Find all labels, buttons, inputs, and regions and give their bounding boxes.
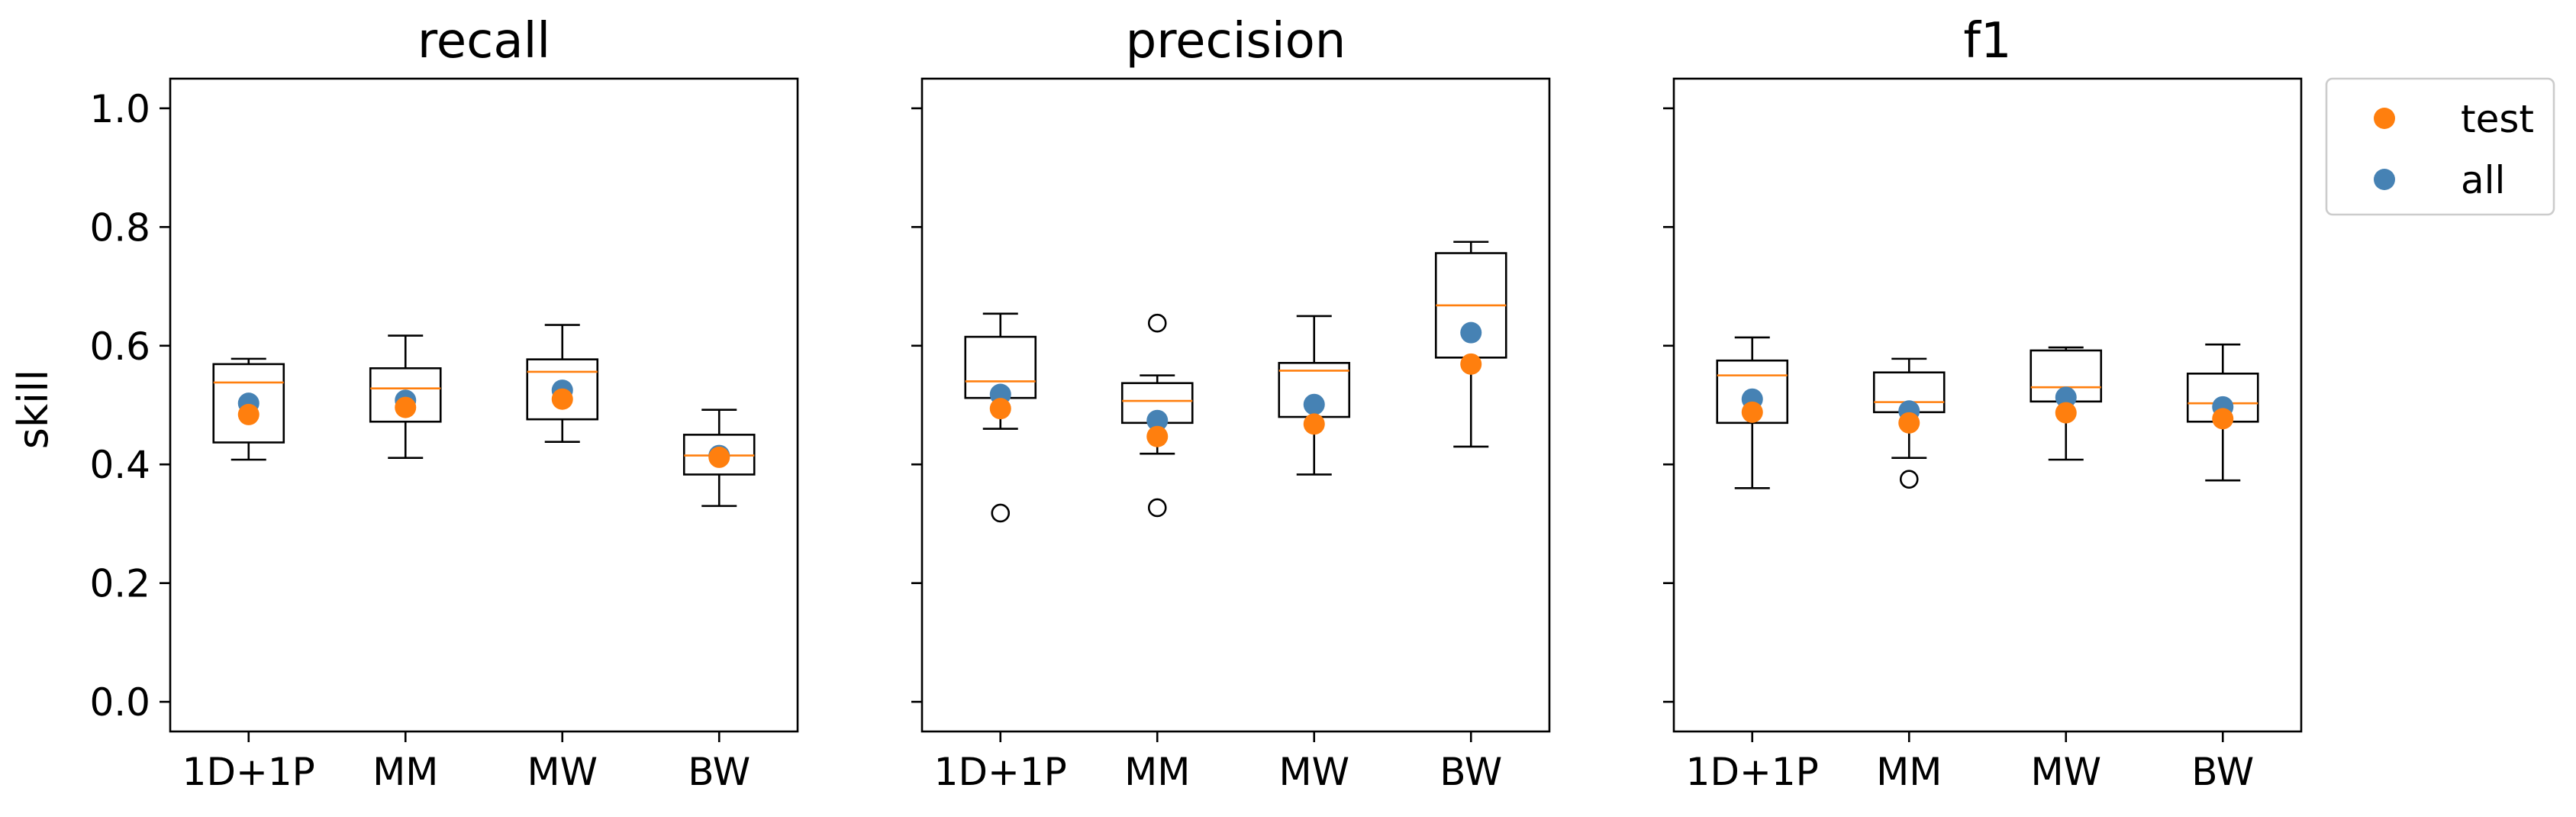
all-point (1303, 393, 1325, 415)
test-point (237, 403, 260, 425)
test-point (1146, 425, 1169, 447)
x-tick-label: MM (1124, 750, 1190, 794)
iqr-box (526, 358, 599, 421)
test-point (1741, 401, 1763, 423)
test-point (1303, 413, 1325, 435)
legend-label-test: test (2461, 97, 2534, 141)
panel-title: recall (418, 13, 550, 69)
box-BW (1434, 241, 1507, 448)
all-point (1460, 321, 1482, 344)
x-tick-label: 1D+1P (182, 750, 315, 794)
outlier-point (991, 503, 1011, 523)
y-tick-label: 1.0 (89, 87, 150, 131)
x-tick-label: BW (1440, 750, 1502, 794)
legend-marker-all (2374, 169, 2395, 190)
box-MM (369, 334, 442, 459)
panel-title: f1 (1963, 13, 2011, 69)
box-BW (682, 408, 756, 507)
axes-frame (1672, 77, 2303, 733)
x-tick-label: 1D+1P (934, 750, 1067, 794)
x-tick-label: BW (688, 750, 750, 794)
panel-recall: recall 0.0 0.2 0.4 0.6 0.8 1.0 1D+1P MM MW BW (89, 13, 799, 794)
panel-title: precision (1126, 13, 1346, 69)
test-point (1898, 412, 1920, 434)
iqr-box (369, 367, 442, 423)
legend-marker-test (2374, 108, 2395, 129)
y-tick-label: 0.8 (89, 205, 150, 250)
x-tick-label: BW (2191, 750, 2254, 794)
panel-f1: f1 1D+1P MM MW BW (1663, 13, 2303, 794)
axes-frame (920, 77, 1551, 733)
outlier-point (1147, 498, 1167, 518)
y-axis-label: skill (9, 370, 57, 449)
legend: test all (2325, 77, 2555, 216)
test-point (989, 398, 1011, 420)
x-tick-label: MW (527, 750, 598, 794)
x-tick-label: MM (1876, 750, 1942, 794)
x-tick-label: MM (372, 750, 438, 794)
test-point (2212, 408, 2234, 430)
test-point (708, 446, 730, 468)
test-point (1460, 353, 1482, 375)
outlier-point (1147, 313, 1167, 333)
outlier-point (1899, 470, 1919, 489)
all-point (2055, 386, 2077, 408)
test-point (551, 388, 573, 410)
x-tick-label: 1D+1P (1686, 750, 1819, 794)
box-1D+1P (212, 357, 285, 461)
test-point (2055, 402, 2077, 424)
axes-frame (169, 77, 799, 733)
x-tick-label: MW (1278, 750, 1349, 794)
x-tick-label: MW (2030, 750, 2101, 794)
test-point (395, 396, 417, 418)
all-point (1146, 409, 1169, 431)
y-tick-label: 0.4 (89, 443, 150, 487)
panel-precision: precision 1D+1P MM MW BW (911, 13, 1551, 794)
y-tick-label: 0.6 (89, 325, 150, 369)
iqr-box (212, 363, 285, 444)
legend-label-all: all (2461, 158, 2505, 202)
box-MW (526, 324, 599, 443)
y-tick-label: 0.0 (89, 680, 150, 725)
y-tick-label: 0.2 (89, 562, 150, 606)
